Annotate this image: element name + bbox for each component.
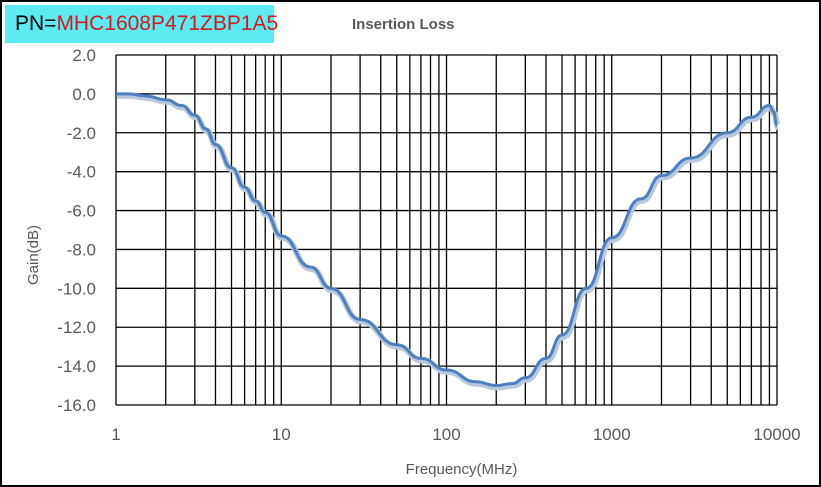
x-axis-label: Frequency(MHz) <box>406 461 518 478</box>
y-tick-label: -4.0 <box>67 163 96 182</box>
y-tick-label: 2.0 <box>72 46 96 65</box>
x-tick-label: 10000 <box>753 425 800 444</box>
series-line-insertion-loss <box>115 92 779 388</box>
x-tick-label: 1000 <box>593 425 631 444</box>
y-tick-label: -2.0 <box>67 124 96 143</box>
y-tick-label: -14.0 <box>57 357 96 376</box>
y-tick-label: -10.0 <box>57 279 96 298</box>
part-number-label: PN=MHC1608P471ZBP1A5 <box>5 5 278 43</box>
y-tick-label: -8.0 <box>67 240 96 259</box>
y-tick-label: -6.0 <box>67 202 96 221</box>
y-tick-label: -16.0 <box>57 396 96 415</box>
y-tick-label: -12.0 <box>57 318 96 337</box>
x-tick-label: 100 <box>432 425 460 444</box>
series-shadow <box>116 92 781 391</box>
x-tick-label: 10 <box>272 425 291 444</box>
pn-value: MHC1608P471ZBP1A5 <box>56 12 279 35</box>
pn-prefix: PN= <box>15 12 57 35</box>
chart-title: Insertion Loss <box>352 16 455 33</box>
y-tick-label: 0.0 <box>72 85 96 104</box>
y-axis-label: Gain(dB) <box>25 225 42 285</box>
x-tick-label: 1 <box>111 425 120 444</box>
